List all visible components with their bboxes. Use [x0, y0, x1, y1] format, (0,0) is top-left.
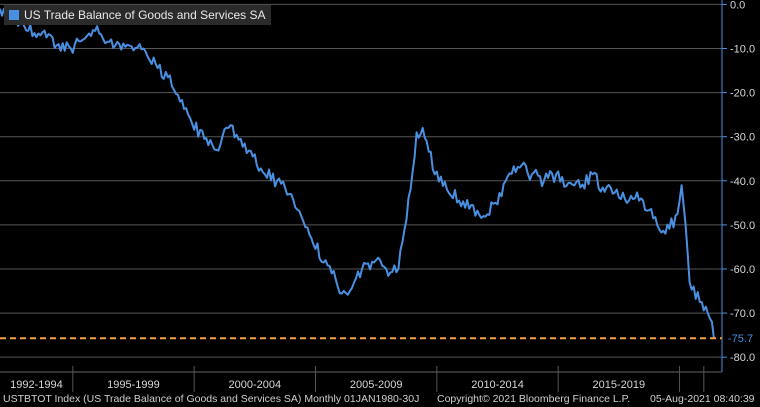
series-layer [0, 7, 715, 339]
y-tick-label: -30.0 [730, 132, 755, 144]
legend-swatch [9, 10, 19, 20]
x-tick-label: 1992-1994 [10, 379, 63, 391]
series-line [0, 7, 715, 339]
footer-timestamp: 05-Aug-2021 08:40:39 [650, 393, 755, 405]
y-tick-label: -20.0 [730, 88, 755, 100]
y-tick-label: -10.0 [730, 44, 755, 56]
footer-copyright: Copyright© 2021 Bloomberg Finance L.P. [437, 393, 631, 405]
y-tick-label: -50.0 [730, 220, 755, 232]
gridlines [0, 3, 722, 358]
y-axis: 0.0 -10.0 -20.0 -30.0 -40.0 -50.0 -60.0 -70.0 -8… [721, 0, 755, 372]
x-tick-label: 2005-2009 [350, 379, 403, 391]
y-tick-label: -40.0 [730, 176, 755, 188]
legend-label: US Trade Balance of Goods and Services S… [24, 8, 266, 22]
x-tick-label: 2010-2014 [471, 379, 524, 391]
last-value-tag-bg [724, 331, 760, 346]
y-tick-label: -70.0 [730, 308, 755, 320]
x-tick-label: 2000-2004 [229, 379, 282, 391]
x-axis: 1992-1994 1995-1999 2000-2004 2005-2009 2010… [0, 366, 722, 392]
footer-ticker: USTBTOT Index (US Trade Balance of Goods… [3, 393, 420, 405]
last-value-layer: -75.7 [0, 331, 760, 346]
x-tick-label: 1995-1999 [107, 379, 160, 391]
chart-footer: USTBTOT Index (US Trade Balance of Goods… [0, 393, 760, 407]
y-tick-label: -80.0 [730, 352, 755, 364]
legend: US Trade Balance of Goods and Services S… [4, 5, 272, 25]
y-tick-label: -60.0 [730, 264, 755, 276]
last-value-label: -75.7 [728, 333, 753, 345]
x-tick-label: 2015-2019 [593, 379, 646, 391]
y-tick-label: 0.0 [730, 0, 745, 11]
